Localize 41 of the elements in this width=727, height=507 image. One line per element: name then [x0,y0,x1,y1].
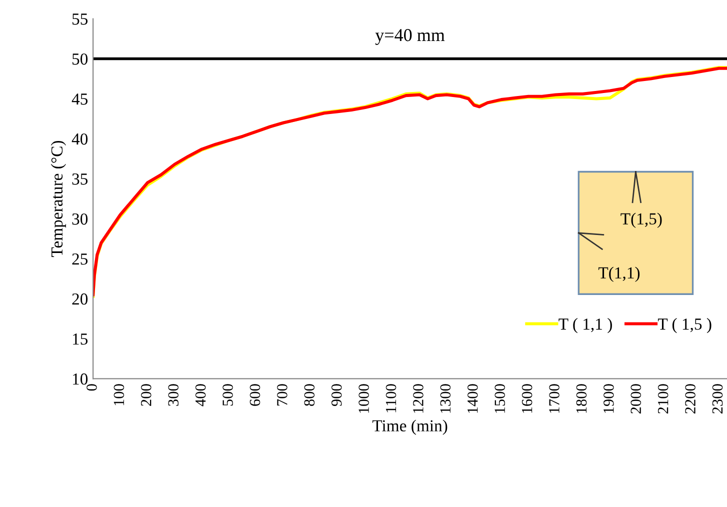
x-tick-label: 1400 [467,384,478,413]
x-tick-label: 200 [140,384,152,406]
x-tick-label: 600 [250,384,260,406]
x-tick-label: 1800 [576,384,587,413]
x-tick-label: 1300 [440,384,451,413]
y-tick-label: 40 [72,133,88,145]
x-tick-label: 1700 [549,384,560,413]
x-tick-label: 900 [331,384,342,406]
y-tick-label: 25 [72,253,88,265]
y-tick-label: 45 [72,94,88,105]
y-tick-label: 50 [72,53,88,65]
y-tick-label: 15 [72,334,88,345]
legend-label: T ( 1,1 ) [558,318,612,334]
x-tick-label: 500 [222,384,233,406]
x-tick-label: 1100 [386,384,396,412]
x-tick-label: 2000 [630,384,642,414]
annotation: T(1,1) [598,266,640,282]
x-tick-label: 1200 [413,384,424,413]
y-tick-label: 35 [72,173,88,185]
x-axis-title: Time (min) [372,420,448,435]
x-tick-label: 700 [277,384,288,406]
x-tick-label: 2300 [712,384,723,414]
x-tick-label: 1000 [358,384,369,413]
x-tick-label: 300 [168,384,179,406]
y-axis-title: Temperature (°C) [50,140,66,257]
x-tick-label: 1500 [494,384,505,413]
legend-label: T ( 1,5 ) [658,318,712,334]
text: y=40 mm [375,29,445,45]
x-tick-label: 2200 [685,384,696,414]
x-tick-label: 0 [86,384,97,391]
y-tick-label: 20 [72,293,88,305]
x-tick-label: 1900 [604,384,614,413]
annotation: T(1,5) [620,212,662,228]
y-tick-label: 55 [72,14,88,25]
y-tick-label: 30 [72,213,88,225]
y-tick-label: 10 [72,373,88,385]
x-tick-label: 2100 [658,384,668,414]
x-tick-label: 100 [114,384,124,406]
x-tick-label: 800 [304,384,315,406]
x-tick-label: 400 [195,384,206,406]
x-tick-label: 1600 [522,384,532,413]
